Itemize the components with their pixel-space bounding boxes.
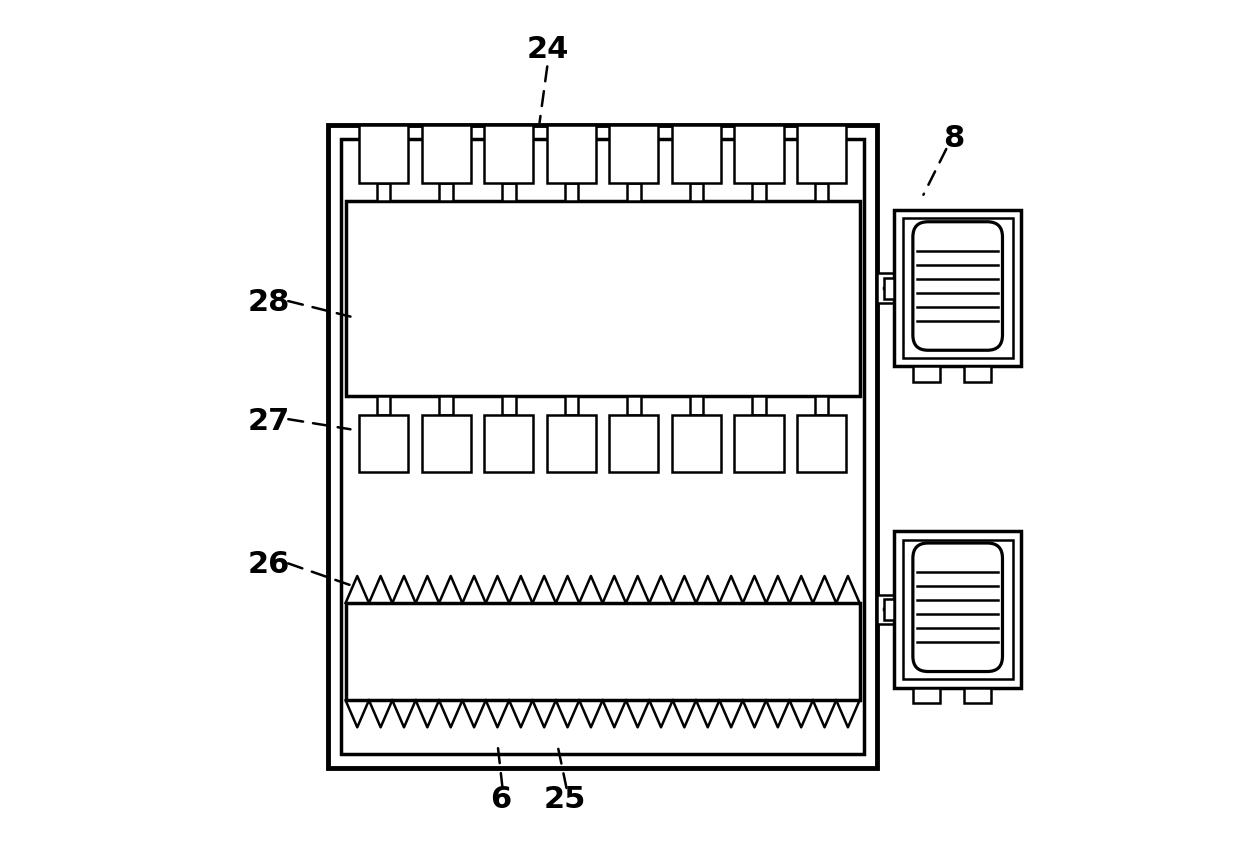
Bar <box>546 414 596 472</box>
Bar <box>502 183 515 202</box>
Bar <box>903 540 1012 679</box>
Bar <box>815 183 829 202</box>
Bar <box>377 183 390 202</box>
Bar <box>964 366 991 381</box>
Bar <box>895 210 1021 366</box>
Text: 28: 28 <box>248 288 290 317</box>
Bar <box>610 414 658 472</box>
Bar <box>815 396 829 414</box>
Bar <box>610 125 658 183</box>
Text: 9: 9 <box>973 529 994 558</box>
Bar <box>346 603 860 700</box>
Bar <box>797 125 846 183</box>
Text: 24: 24 <box>527 35 569 64</box>
Bar <box>627 183 641 202</box>
FancyBboxPatch shape <box>913 543 1002 671</box>
Bar <box>690 396 704 414</box>
Bar <box>440 396 453 414</box>
Bar <box>421 414 471 472</box>
Bar <box>895 531 1021 688</box>
Bar <box>359 125 408 183</box>
Bar <box>565 183 579 202</box>
Text: 8: 8 <box>943 123 964 152</box>
Bar <box>797 414 846 472</box>
Text: 6: 6 <box>491 785 512 814</box>
Bar <box>377 396 390 414</box>
Bar <box>440 183 453 202</box>
Bar <box>484 125 533 183</box>
Bar <box>690 183 704 202</box>
Bar <box>735 414 783 472</box>
Bar <box>346 202 860 396</box>
Bar <box>913 366 940 381</box>
Bar <box>885 599 895 620</box>
Bar <box>672 125 721 183</box>
Bar <box>877 273 895 303</box>
FancyBboxPatch shape <box>913 222 1002 351</box>
Text: 26: 26 <box>248 551 290 580</box>
Bar <box>877 595 895 624</box>
Bar <box>752 183 766 202</box>
Bar <box>735 125 783 183</box>
Bar <box>964 688 991 703</box>
Bar <box>359 414 408 472</box>
Bar <box>342 139 864 754</box>
Bar <box>627 396 641 414</box>
Bar <box>421 125 471 183</box>
Bar <box>502 396 515 414</box>
Bar <box>903 219 1012 358</box>
Bar <box>328 125 877 768</box>
Bar <box>913 688 940 703</box>
Bar <box>484 414 533 472</box>
Bar <box>672 414 721 472</box>
Bar <box>752 396 766 414</box>
Bar <box>885 277 895 299</box>
Bar <box>565 396 579 414</box>
Bar <box>546 125 596 183</box>
Text: 25: 25 <box>544 785 586 814</box>
Text: 27: 27 <box>248 407 290 436</box>
